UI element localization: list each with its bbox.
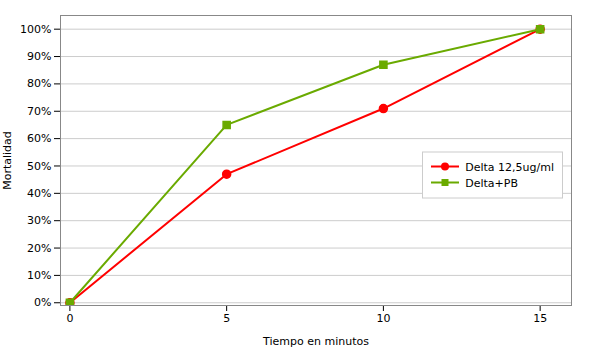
svg-text:Tiempo en minutos: Tiempo en minutos xyxy=(262,335,369,347)
svg-text:5: 5 xyxy=(223,312,230,325)
html-text:Delta 12,5ug/ml: Delta 12,5ug/ml xyxy=(465,160,554,173)
svg-text:90%: 90% xyxy=(27,50,51,63)
svg-text:70%: 70% xyxy=(27,105,51,118)
svg-text:30%: 30% xyxy=(27,214,51,227)
svg-text:50%: 50% xyxy=(27,159,51,172)
svg-text:0: 0 xyxy=(66,312,73,325)
svg-text:20%: 20% xyxy=(27,242,51,255)
html-text:Delta+PB: Delta+PB xyxy=(465,176,518,189)
svg-text:80%: 80% xyxy=(27,77,51,90)
svg-text:15: 15 xyxy=(533,312,547,325)
svg-text:10%: 10% xyxy=(27,269,51,282)
svg-text:100%: 100% xyxy=(20,23,51,36)
svg-text:40%: 40% xyxy=(27,187,51,200)
svg-text:10: 10 xyxy=(376,312,390,325)
svg-text:0%: 0% xyxy=(34,296,51,309)
svg-text:60%: 60% xyxy=(27,132,51,145)
svg-text:Mortalidad: Mortalidad xyxy=(1,131,14,190)
